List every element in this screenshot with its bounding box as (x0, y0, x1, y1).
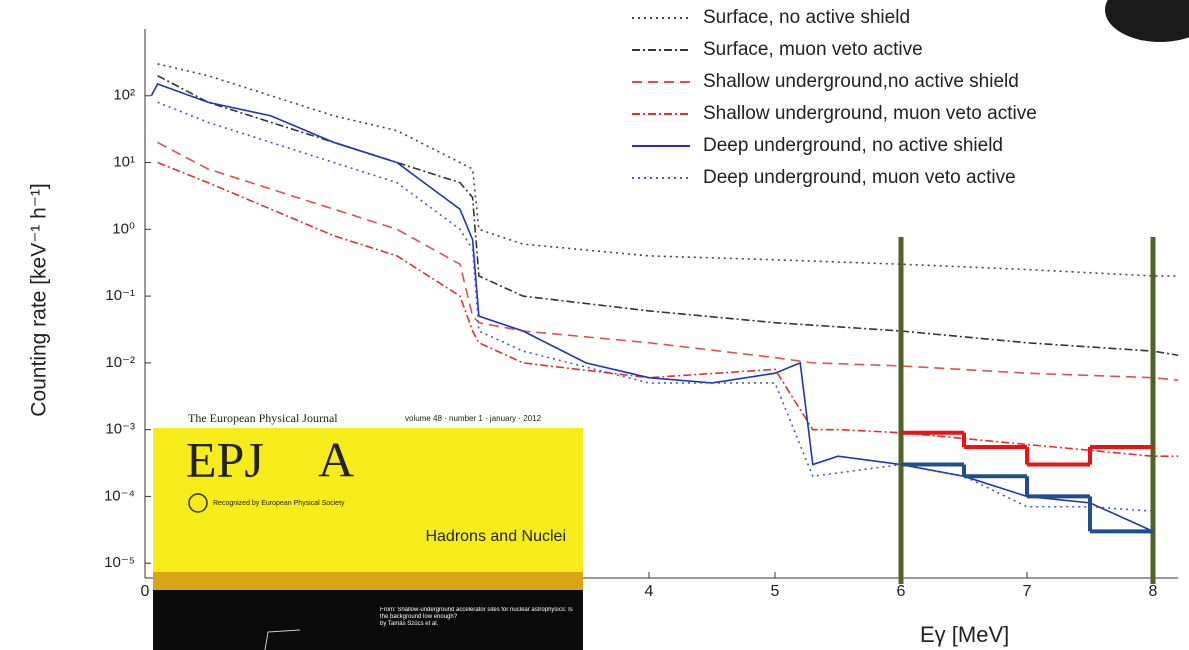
cover-issue: volume 48 · number 1 · january · 2012 (405, 414, 542, 423)
series-line (157, 63, 1179, 277)
series-line (157, 74, 1179, 357)
series-line (157, 141, 1179, 381)
cover-emblem (188, 493, 208, 513)
plot: 10⁻⁵10⁻⁴10⁻³10⁻²10⁻¹10⁰10¹10²012345678 (104, 29, 1179, 600)
cover-from: From: Shallow-underground accelerator si… (380, 607, 573, 620)
legend-label: Surface, no active shield (703, 7, 910, 28)
cover-society: Recognized by European Physical Society (213, 500, 345, 507)
y-tick-label: 10⁻² (105, 354, 135, 371)
x-tick-label: 7 (1023, 583, 1032, 600)
cover-figure (264, 629, 301, 650)
cover-black (153, 590, 583, 650)
cover-journal: The European Physical Journal (188, 411, 338, 425)
cover-section: Hadrons and Nuclei (425, 528, 566, 545)
cover-authors: by Tamás Szücs et al. (380, 621, 439, 627)
y-tick-label: 10² (113, 87, 135, 104)
legend-label: Surface, muon veto active (703, 39, 923, 60)
series-line (150, 83, 1154, 533)
decor-object (1105, 0, 1189, 42)
cover-letter: A (318, 431, 354, 487)
legend-label: Deep underground, no active shield (703, 135, 1003, 156)
cover-note: From: Shallow-underground accelerator si… (380, 607, 580, 628)
legend-label: Shallow underground,no active shield (703, 71, 1019, 92)
x-tick-label: 0 (141, 583, 150, 600)
cover-band (153, 572, 583, 590)
x-tick-label: 6 (897, 583, 906, 600)
y-tick-label: 10⁻⁵ (104, 554, 135, 571)
x-tick-label: 8 (1149, 583, 1158, 600)
y-tick-label: 10¹ (113, 154, 135, 171)
x-tick-label: 5 (771, 583, 780, 600)
series-line (157, 161, 1179, 458)
x-tick-label: 4 (645, 583, 654, 600)
cover-yellow (153, 428, 583, 572)
cover-logo: EPJ (186, 431, 264, 487)
y-tick-label: 10⁻³ (105, 421, 135, 438)
legend-label: Deep underground, muon veto active (703, 167, 1016, 188)
cover-note-text: From: Shallow-underground accelerator si… (380, 607, 580, 628)
y-tick-label: 10⁻⁴ (104, 487, 135, 504)
legend-label: Shallow underground, muon veto active (703, 103, 1037, 124)
y-tick-label: 10⁰ (112, 220, 135, 237)
y-tick-label: 10⁻¹ (105, 287, 135, 304)
legend: Surface, no active shield Surface, muon v… (632, 7, 1037, 188)
x-axis-label: Eγ [MeV] (920, 622, 1009, 647)
journal-cover: The European Physical Journal volume 48 … (153, 411, 583, 650)
y-axis-label: Counting rate [keV⁻¹ h⁻¹] (28, 183, 51, 416)
